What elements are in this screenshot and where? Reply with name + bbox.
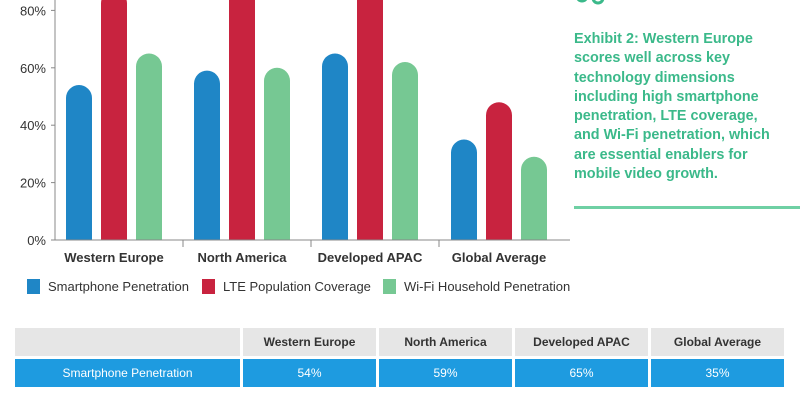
x-tick-label: Developed APAC: [318, 250, 423, 265]
table-header-cell: Developed APAC: [515, 328, 648, 356]
table-header-row: Western Europe North America Developed A…: [15, 328, 784, 356]
bar-smartphone-penetration-western-europe: [66, 85, 92, 241]
legend-swatch: [202, 279, 215, 294]
data-table: Western Europe North America Developed A…: [12, 325, 787, 390]
table-row: Smartphone Penetration 54% 59% 65% 35%: [15, 359, 784, 387]
bar-lte-population-coverage-western-europe: [101, 0, 127, 240]
bar-smartphone-penetration-developed-apac: [322, 53, 348, 241]
y-tick-label: 60%: [20, 61, 46, 76]
bar-smartphone-penetration-global-average: [451, 139, 477, 240]
bar-wi-fi-household-penetration-north-america: [264, 67, 290, 240]
x-tick-label: North America: [197, 250, 287, 265]
y-tick-label: 20%: [20, 176, 46, 191]
bar-lte-population-coverage-developed-apac: [357, 0, 383, 240]
table-header-cell: Global Average: [651, 328, 784, 356]
bar-smartphone-penetration-north-america: [194, 70, 220, 240]
legend-swatch: [383, 279, 396, 294]
caption-divider: [574, 206, 800, 209]
x-tick-label: Western Europe: [64, 250, 163, 265]
bar-lte-population-coverage-global-average: [486, 102, 512, 241]
table-cell: 54%: [243, 359, 376, 387]
legend-swatch: [27, 279, 40, 294]
bar-wi-fi-household-penetration-global-average: [521, 156, 547, 240]
table-header-cell: Western Europe: [243, 328, 376, 356]
x-tick-label: Global Average: [452, 250, 546, 265]
legend-label: LTE Population Coverage: [223, 279, 371, 294]
y-tick-label: 40%: [20, 118, 46, 133]
table-header-cell: North America: [379, 328, 512, 356]
y-tick-label: 0%: [27, 233, 46, 248]
bar-wi-fi-household-penetration-western-europe: [136, 53, 162, 241]
bar-wi-fi-household-penetration-developed-apac: [392, 62, 418, 241]
table-cell: 59%: [379, 359, 512, 387]
bar-chart: 0% 20% 40% 60% 80% Western Europe North Ameri…: [20, 0, 570, 294]
table-cell: 35%: [651, 359, 784, 387]
table-row-label: Smartphone Penetration: [15, 359, 240, 387]
table-corner-cell: [15, 328, 240, 356]
y-tick-label: 80%: [20, 3, 46, 18]
logo-decoration-icon: [576, 0, 605, 5]
table-cell: 65%: [515, 359, 648, 387]
legend-label: Wi-Fi Household Penetration: [404, 279, 570, 294]
exhibit-caption: Exhibit 2: Western Europe scores well ac…: [574, 31, 770, 183]
legend-label: Smartphone Penetration: [48, 279, 189, 294]
bar-lte-population-coverage-north-america: [229, 0, 255, 240]
